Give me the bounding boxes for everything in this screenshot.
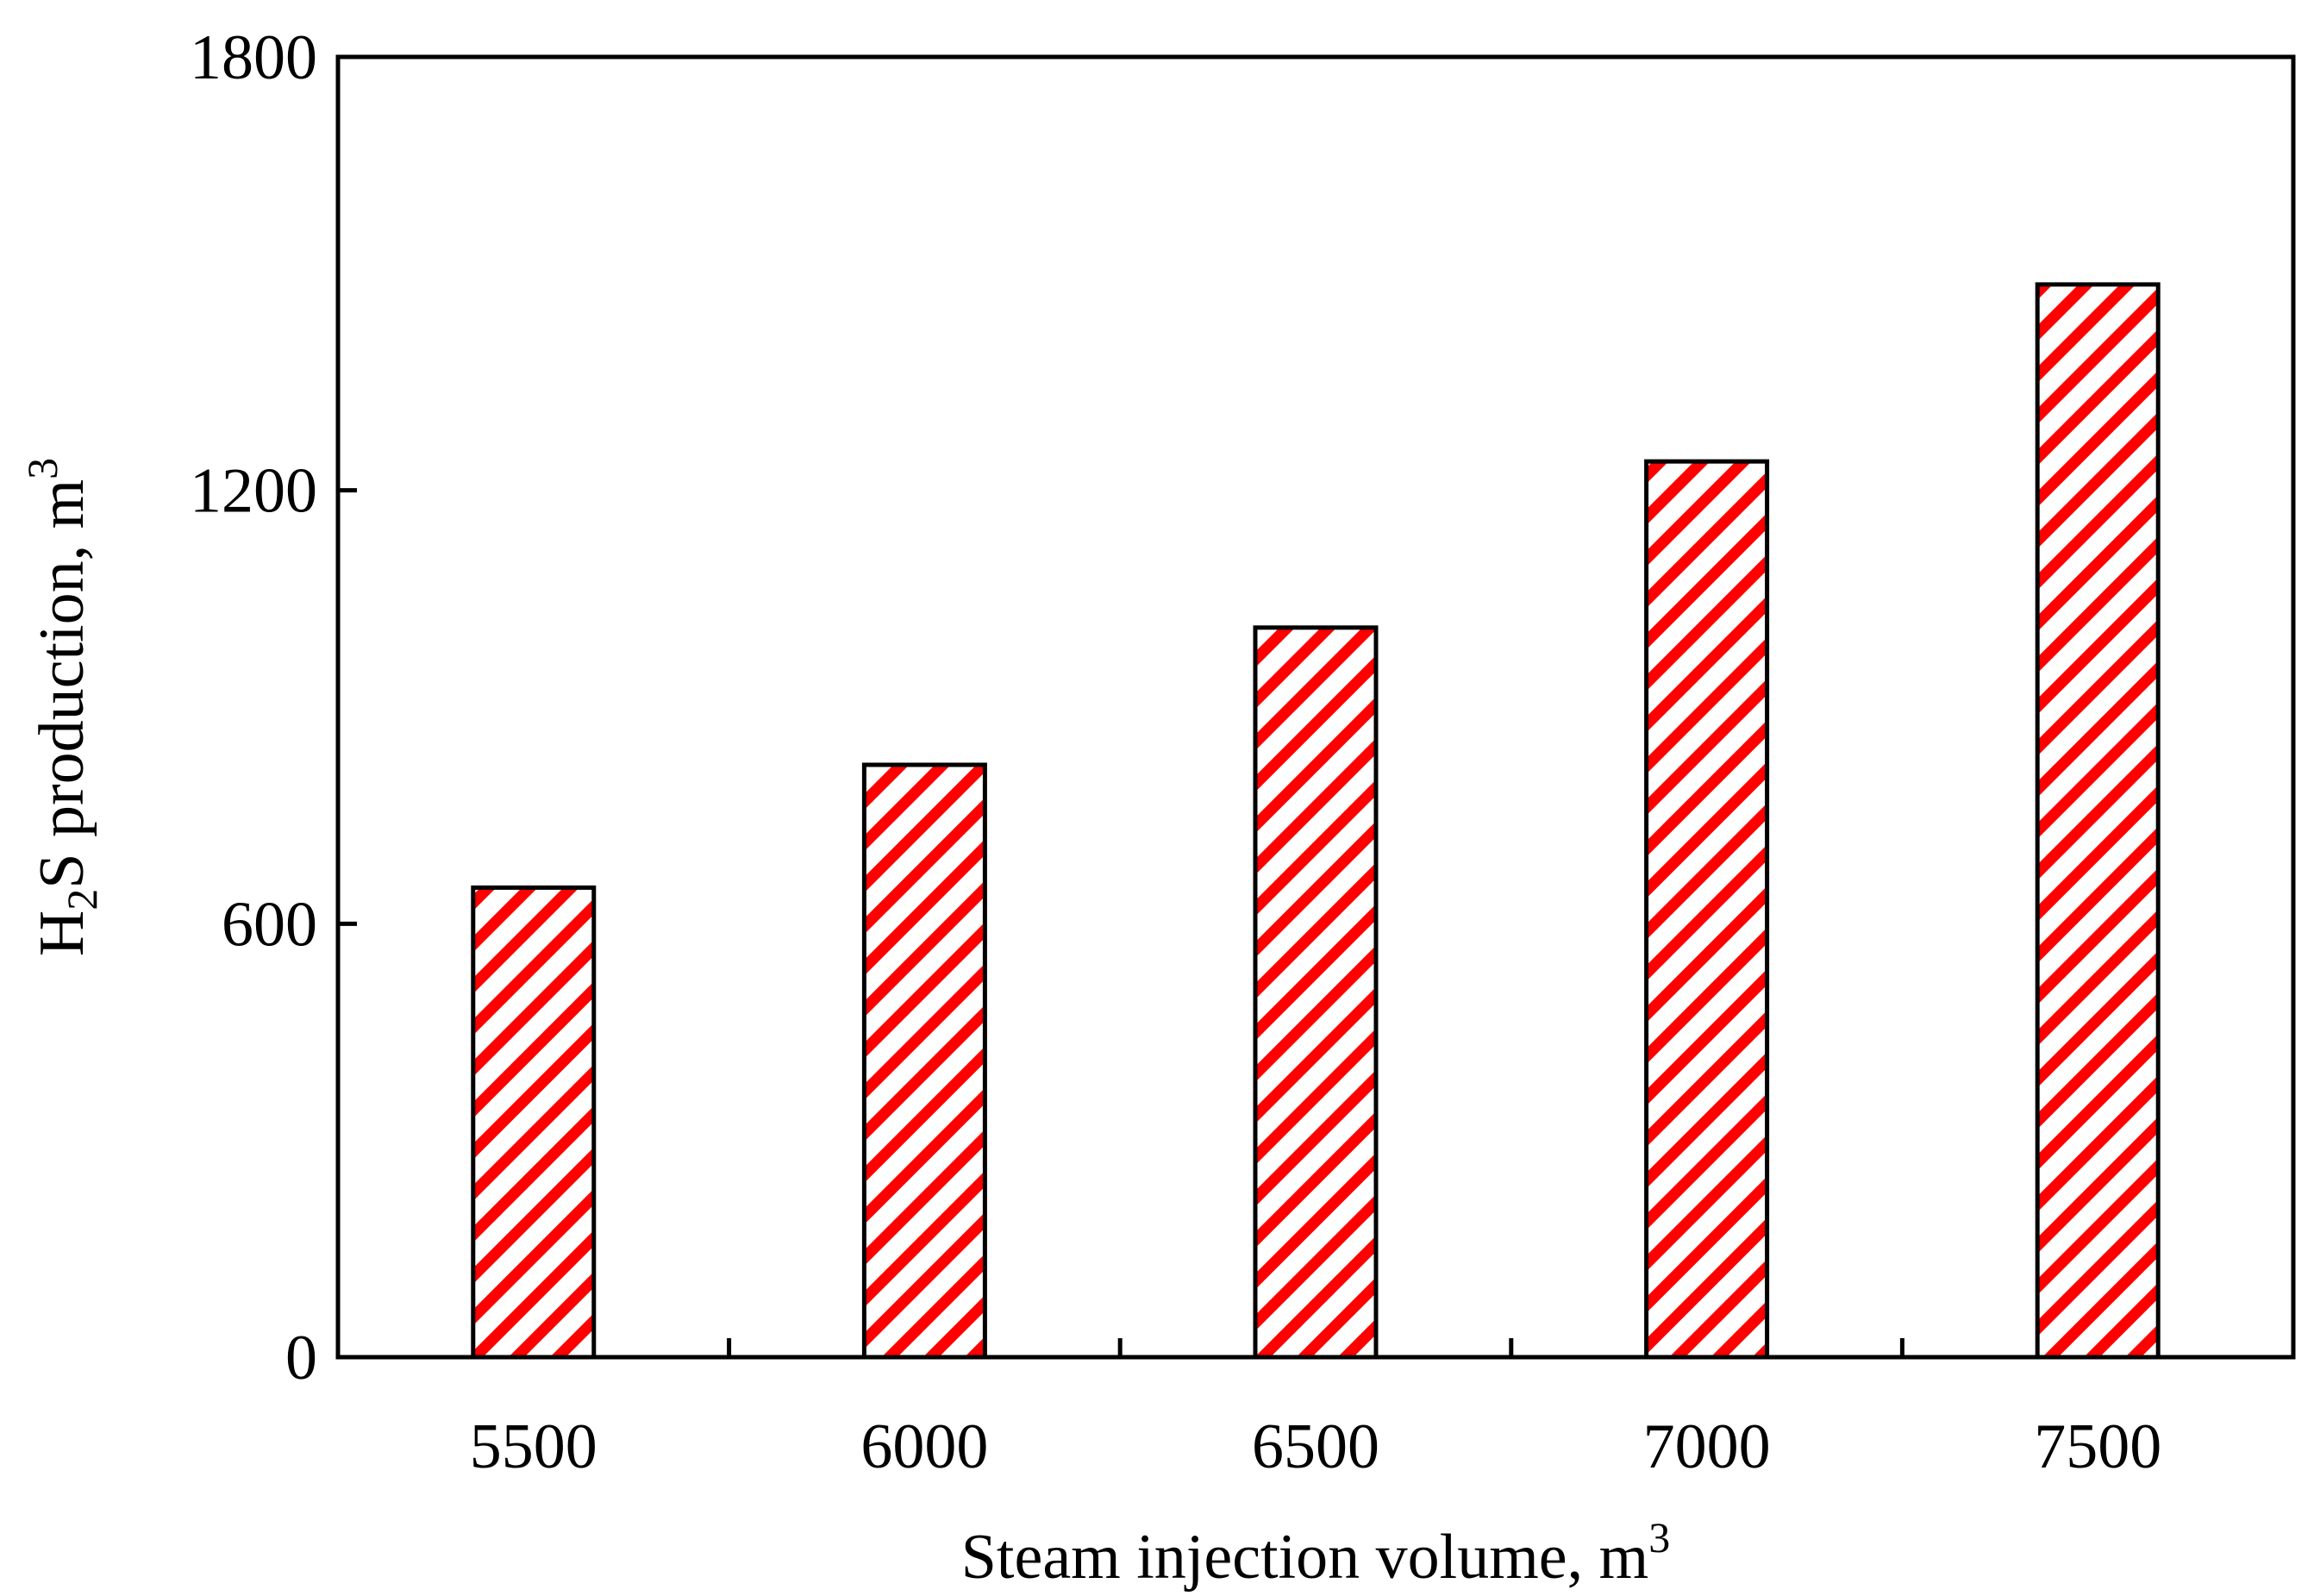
x-tick-label: 7000 <box>1643 1411 1771 1482</box>
x-tick-label: 6500 <box>1252 1411 1379 1482</box>
x-tick-label: 6000 <box>860 1411 988 1482</box>
bar-6500 <box>1253 625 1379 1360</box>
x-tick-label: 7500 <box>2034 1411 2161 1482</box>
bar-7500 <box>2035 282 2161 1360</box>
bar-6000 <box>861 762 987 1360</box>
bars-group <box>471 282 2161 1360</box>
x-axis-title: Steam injection volume, m3 <box>961 1513 1670 1593</box>
bar-5500 <box>471 885 597 1360</box>
y-tick-label: 600 <box>222 889 317 960</box>
bar-7000 <box>1644 459 1770 1360</box>
y-tick-label: 0 <box>285 1323 317 1393</box>
y-axis-ticks: 0 600 1200 1800 <box>190 22 357 1393</box>
y-tick-label: 1800 <box>190 22 317 93</box>
x-axis-ticks: 5500 6000 6500 7000 7500 <box>470 1338 2161 1482</box>
x-tick-label: 5500 <box>470 1411 597 1482</box>
y-tick-label: 1200 <box>190 456 317 527</box>
plot-area-frame <box>335 54 2296 1360</box>
y-axis-title: H2S production, m3 <box>18 458 106 956</box>
